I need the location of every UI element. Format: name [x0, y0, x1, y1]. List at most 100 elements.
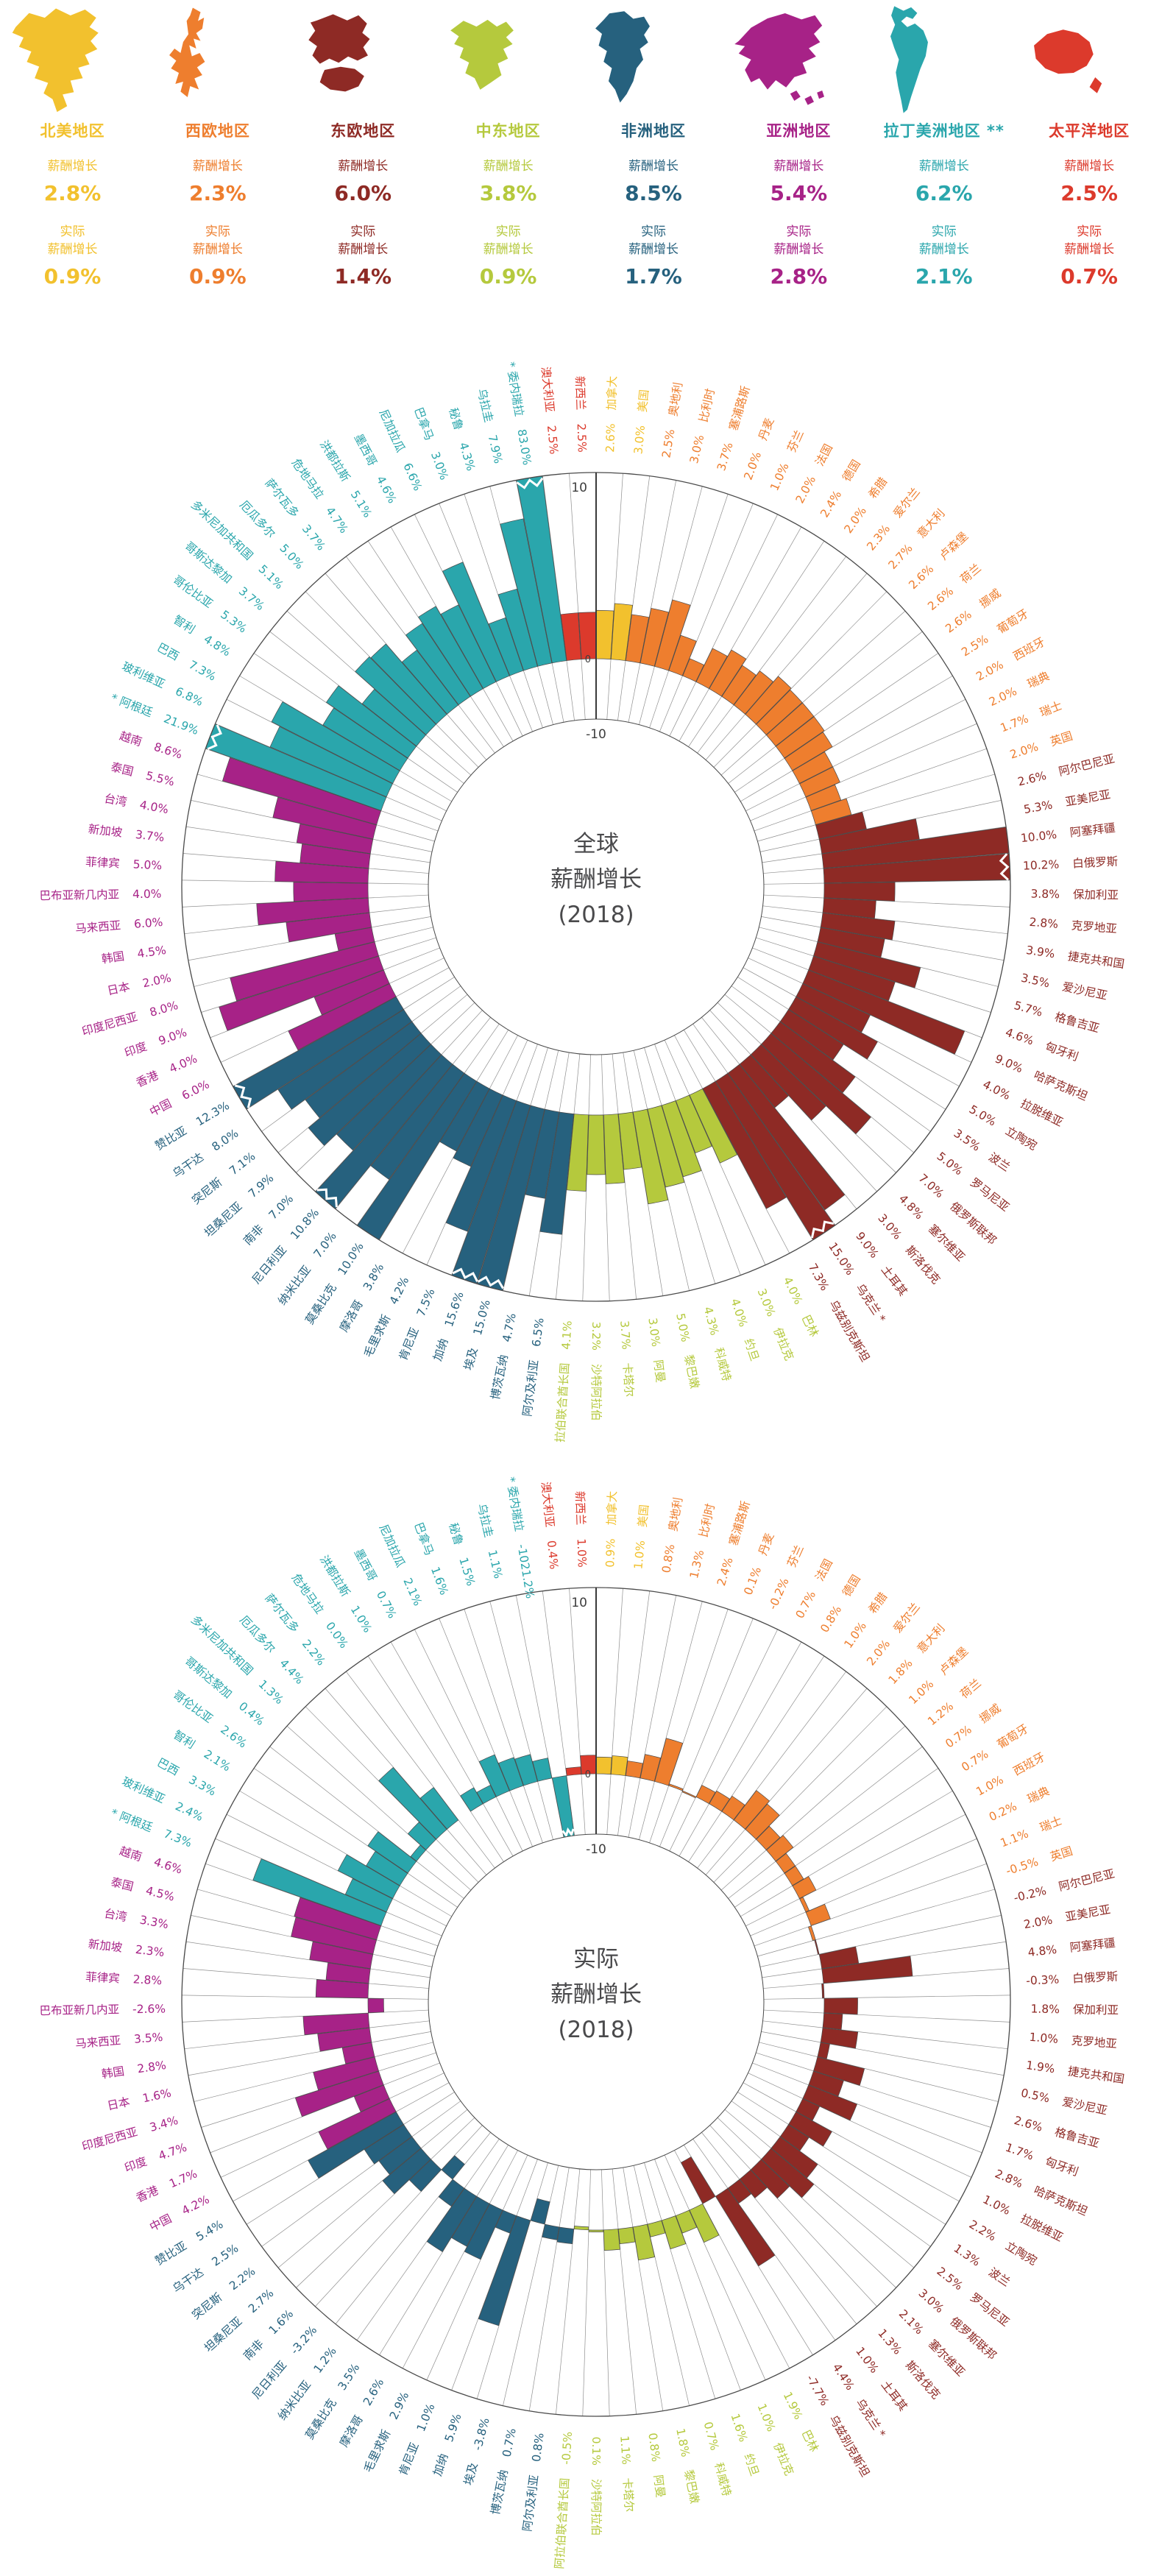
radial-grid-spoke	[740, 1790, 953, 1917]
radial-grid-spoke	[390, 1641, 514, 1857]
country-name-label: 哈萨克斯坦	[1032, 1069, 1089, 1103]
country-bar	[640, 608, 669, 667]
country-name-label: 肯尼亚	[396, 2441, 421, 2477]
country-name-label: 日本	[106, 2095, 131, 2113]
country-value-label: 3.8%	[361, 1262, 386, 1293]
country-value-label: 1.6%	[428, 1565, 451, 1596]
country-value-label: 2.5%	[575, 423, 589, 453]
country-name-label: 南非	[241, 1222, 266, 1248]
salary-growth-value: 2.5%	[1060, 181, 1118, 205]
country-value-label: 1.3%	[256, 1677, 286, 1707]
country-bar	[565, 1766, 582, 1776]
country-name-label: 巴西	[155, 640, 181, 663]
country-name-label: 巴拿马	[411, 1521, 436, 1557]
country-name-label: 阿尔巴尼亚	[1058, 752, 1116, 779]
country-name-label: 泰国	[110, 1875, 135, 1894]
country-bar	[805, 784, 842, 811]
region-name: 非洲地区	[621, 122, 686, 140]
country-bar	[603, 1114, 626, 1184]
radial-grid-spoke	[606, 473, 623, 720]
country-bar	[274, 860, 369, 884]
country-value-label: 4.0%	[981, 1078, 1013, 1103]
country-bar	[551, 1775, 575, 1838]
country-name-label: 摩洛哥	[337, 2413, 366, 2449]
country-name-label: 保加利亚	[1073, 2003, 1119, 2017]
country-bar	[654, 599, 691, 671]
country-bar	[294, 2070, 384, 2117]
country-name-label: 挪威	[977, 1702, 1004, 1726]
country-bar	[318, 2098, 397, 2150]
latin-america-map-icon	[890, 6, 929, 113]
country-name-label: 意大利	[914, 506, 948, 541]
country-value-label: 5.5%	[144, 769, 176, 789]
country-name-label: 俄罗斯联邦	[947, 2315, 999, 2363]
radial-grid-spoke	[664, 2154, 766, 2380]
country-value-label: 4.0%	[728, 1297, 750, 1328]
country-bar	[784, 732, 833, 771]
radial-grid-spoke	[623, 2167, 664, 2411]
country-name-label: 阿曼	[651, 2474, 667, 2498]
country-bar	[784, 1865, 804, 1886]
country-value-label: 2.6%	[943, 608, 974, 636]
country-value-label: 1.0%	[414, 2402, 438, 2433]
region-name: 亚洲地区	[766, 122, 832, 140]
radial-grid-spoke	[601, 2169, 610, 2416]
country-value-label: 4.7%	[500, 1312, 519, 1343]
radial-grid-spoke	[269, 1746, 464, 1899]
country-name-label: 巴西	[155, 1755, 181, 1778]
radial-grid-spoke	[679, 1641, 802, 1857]
country-value-label: -2.6%	[132, 2002, 166, 2016]
country-name-label: 希腊	[866, 1590, 890, 1616]
country-bar	[702, 1080, 787, 1209]
country-name-label: 俄罗斯联邦	[947, 1200, 999, 1248]
country-bar	[294, 1897, 382, 1940]
country-name-label: 博茨瓦纳	[489, 1354, 511, 1401]
country-name-label: 芬兰	[785, 1543, 807, 1570]
radial-grid-spoke	[688, 1655, 825, 1862]
country-bar	[815, 811, 867, 840]
country-value-label: 3.0%	[631, 425, 648, 455]
country-bar	[539, 1111, 575, 1235]
country-value-label: 1.0%	[768, 461, 792, 492]
country-value-label: 0.2%	[987, 1800, 1018, 1824]
real-salary-growth-label: 实际 薪酬增长	[1064, 224, 1115, 257]
radial-grid-spoke	[750, 723, 977, 821]
salary-growth-label: 薪酬增长	[47, 159, 98, 174]
country-value-label: 1.1%	[999, 1827, 1030, 1850]
country-value-label: 4.4%	[830, 2361, 857, 2393]
country-name-label: 格鲁吉亚	[1053, 2125, 1101, 2150]
real-salary-growth-label: 实际 薪酬增长	[338, 224, 389, 257]
radial-grid-spoke	[761, 2031, 1005, 2076]
country-value-label: 2.6%	[906, 562, 936, 592]
country-value-label: 2.5%	[659, 428, 677, 459]
clipped-bar-zigzag-icon	[452, 1267, 478, 1282]
region-card-north-america: 北美地区 薪酬增长 2.8% 实际 薪酬增长 0.9%	[0, 0, 145, 289]
country-value-label: 3.0%	[875, 1211, 904, 1242]
country-name-label: 立陶宛	[1003, 1124, 1039, 1153]
salary-growth-label: 薪酬增长	[338, 159, 389, 174]
country-name-label: 坦桑尼亚	[202, 2315, 244, 2355]
country-name-label: 捷克共和国	[1067, 2064, 1125, 2086]
salary-growth-value: 5.4%	[770, 181, 828, 205]
country-name-label: 格鲁吉亚	[1053, 1010, 1101, 1035]
country-bar	[668, 634, 697, 676]
chart-center-title-line: 薪酬增长	[550, 866, 642, 893]
country-name-label: 乌兹别克斯坦	[826, 2413, 872, 2479]
country-name-label: 萨尔瓦多	[262, 476, 301, 520]
real-salary-growth-value: 0.9%	[43, 264, 102, 289]
country-value-label: 8.0%	[148, 999, 180, 1019]
radial-grid-spoke	[759, 2042, 999, 2102]
real-salary-growth-value: 0.7%	[1060, 264, 1118, 289]
country-value-label: 7.0%	[266, 1192, 296, 1222]
country-bar	[745, 1803, 780, 1840]
country-bar	[419, 1787, 459, 1830]
country-name-label: 土耳其	[879, 2378, 910, 2413]
country-name-label: 克罗地亚	[1071, 2034, 1117, 2050]
country-bar	[451, 2195, 490, 2247]
country-value-label: 2.4%	[818, 488, 844, 520]
country-bar	[775, 1853, 796, 1874]
country-value-label: 6.6%	[400, 461, 425, 492]
country-bar	[675, 1094, 712, 1154]
region-card-eastern-europe: 东欧地区 薪酬增长 6.0% 实际 薪酬增长 1.4%	[291, 0, 436, 289]
country-name-label: 伊拉克	[770, 1326, 796, 1362]
